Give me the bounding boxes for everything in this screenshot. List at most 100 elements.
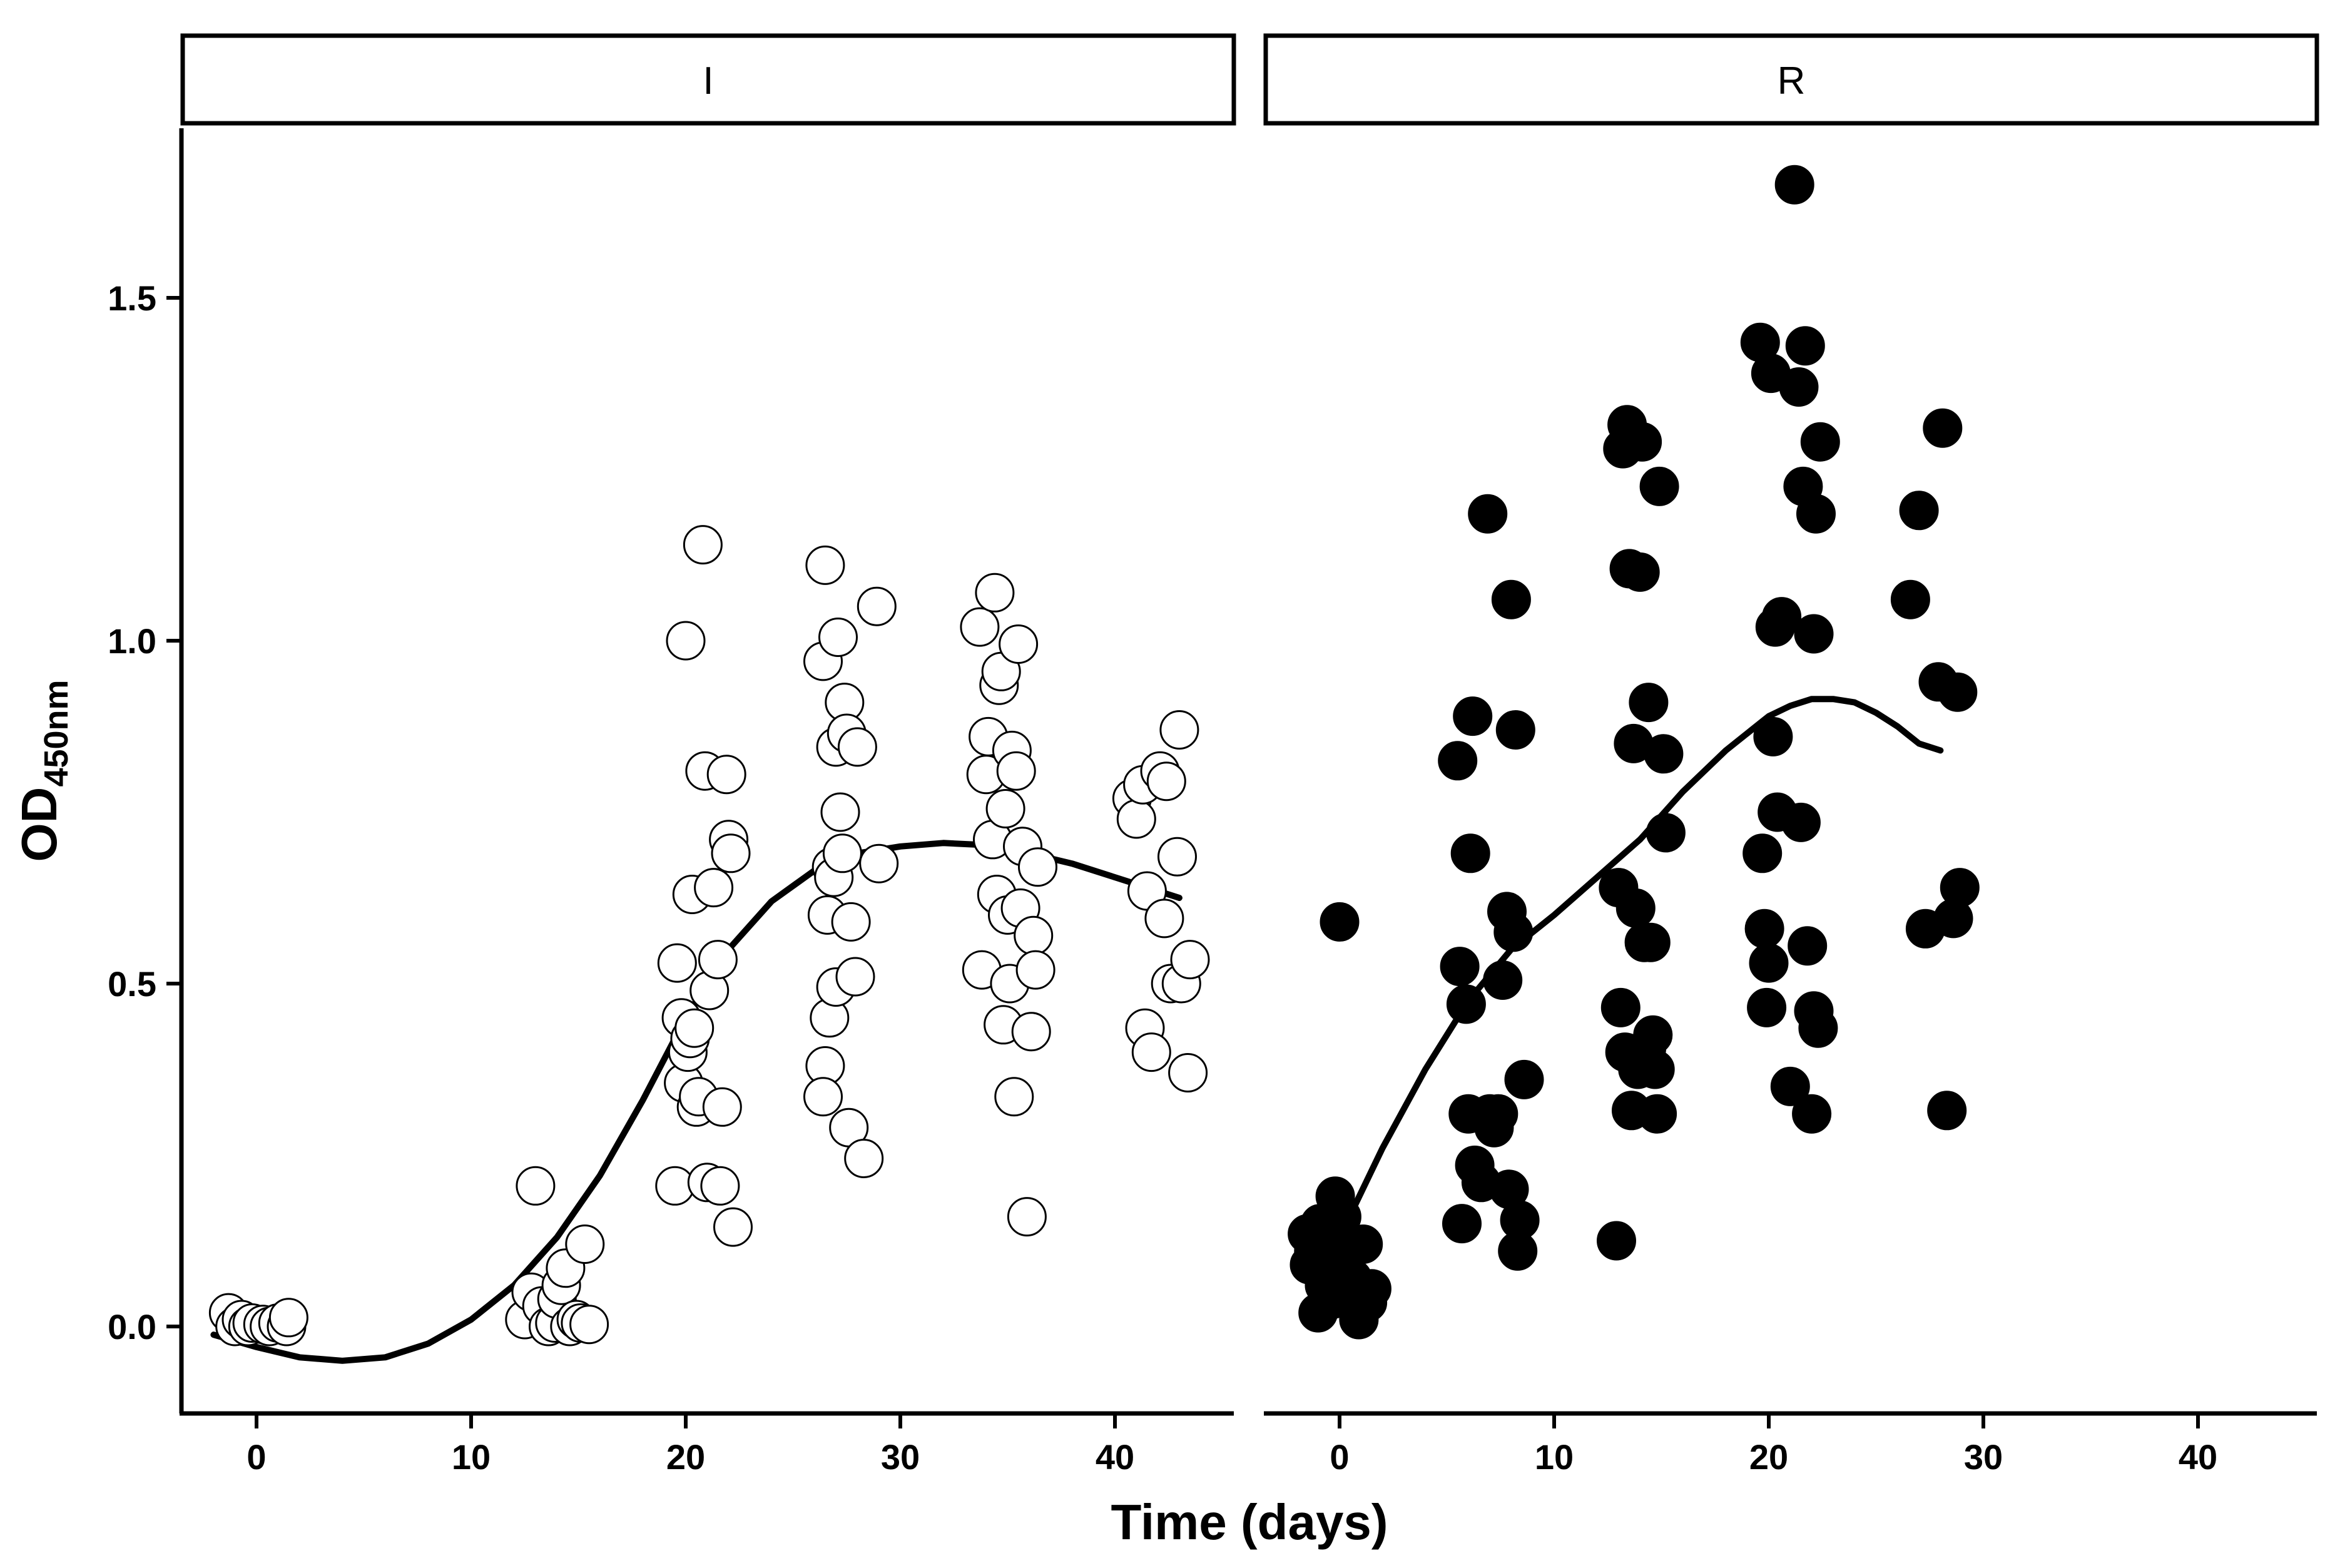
data-point-R (1629, 683, 1669, 723)
x-tick-label: 40 (2179, 1437, 2217, 1477)
data-point-R (1442, 1204, 1482, 1244)
x-ticks-I: 0 10 20 30 40 (247, 1413, 1134, 1477)
data-point-I (1011, 1012, 1051, 1052)
data-point-I (1116, 799, 1156, 839)
data-point-I (857, 586, 897, 626)
data-point-R (1468, 494, 1508, 534)
data-point-R (1489, 1169, 1529, 1209)
data-point-I (1131, 1032, 1171, 1072)
x-tick-label: 20 (1749, 1437, 1788, 1477)
strip-label-R: R (1778, 59, 1806, 103)
data-point-R (1495, 710, 1535, 750)
data-point-I (859, 843, 899, 883)
data-point-I (516, 1166, 556, 1206)
panel-I-axes (179, 128, 1234, 1416)
data-point-I (975, 573, 1015, 613)
data-point-I (1007, 1197, 1047, 1237)
y-axis-title-main: OD (11, 787, 67, 862)
data-point-I (996, 751, 1036, 791)
y-ticks: 0.0 0.5 1.0 1.5 (108, 278, 181, 1347)
data-point-I (713, 1207, 753, 1247)
x-axis-title: Time (days) (1111, 1494, 1388, 1550)
data-point-R (1753, 716, 1793, 756)
data-point-I (960, 607, 1000, 647)
data-point-R (1792, 1094, 1832, 1134)
data-point-I (818, 618, 858, 657)
data-point-R (1597, 1221, 1636, 1261)
data-point-R (1478, 1094, 1519, 1134)
x-tick-label: 30 (1964, 1437, 2003, 1477)
data-point-R (1785, 326, 1825, 366)
x-tick-label: 10 (1535, 1437, 1574, 1477)
data-point-I (683, 525, 723, 565)
data-point-R (1644, 734, 1684, 774)
strip-label-I: I (703, 59, 713, 103)
data-point-R (1890, 579, 1930, 619)
data-point-I (1146, 761, 1186, 802)
data-point-I (820, 792, 860, 832)
strip-R: R (1263, 33, 2319, 126)
data-point-R (1450, 833, 1490, 873)
x-tick-label: 40 (1096, 1437, 1134, 1477)
data-point-R (1744, 909, 1784, 949)
data-point-I (1015, 950, 1056, 990)
data-point-I (565, 1224, 605, 1264)
data-point-R (1504, 1059, 1544, 1099)
data-point-I (700, 1166, 740, 1206)
data-point-R (1747, 987, 1787, 1027)
data-point-R (1742, 833, 1783, 873)
data-point-I (835, 957, 875, 997)
data-point-R (1798, 1008, 1838, 1048)
data-point-I (837, 727, 877, 767)
data-point-I (702, 1087, 742, 1127)
data-point-R (1622, 422, 1662, 462)
y-tick-label: 0.0 (108, 1307, 156, 1347)
y-axis-title-subscript: 450nm (38, 680, 75, 787)
fit-line-R (1336, 696, 1944, 1241)
data-point-R (1343, 1224, 1383, 1264)
data-point-R (1491, 579, 1531, 619)
x-ticks-R: 0 10 20 30 40 (1330, 1413, 2217, 1477)
data-point-I (805, 545, 845, 585)
points-I (208, 525, 1210, 1347)
data-point-R (1438, 741, 1478, 781)
data-point-R (1938, 672, 1978, 712)
data-point-R (1899, 491, 1939, 531)
data-point-R (1351, 1269, 1391, 1309)
data-point-R (1600, 987, 1641, 1027)
data-point-I (706, 755, 746, 795)
data-point-R (1762, 597, 1802, 637)
points-R (1288, 165, 1980, 1340)
data-point-R (1637, 1094, 1677, 1134)
data-point-I (674, 1008, 715, 1048)
data-point-I (657, 943, 697, 983)
data-point-R (1781, 802, 1821, 842)
data-point-I (985, 789, 1025, 828)
data-point-I (994, 1077, 1034, 1117)
data-point-R (1446, 984, 1486, 1024)
data-point-R (1796, 494, 1836, 534)
data-point-I (1157, 837, 1197, 877)
data-point-I (1159, 710, 1199, 750)
data-point-R (1923, 408, 1963, 448)
data-point-R (1639, 466, 1679, 506)
x-tick-label: 10 (452, 1437, 491, 1477)
y-tick-label: 0.5 (108, 964, 156, 1004)
data-point-R (1770, 1066, 1810, 1106)
data-point-R (1630, 922, 1671, 962)
x-tick-label: 0 (247, 1437, 266, 1477)
data-point-R (1779, 367, 1819, 407)
data-point-R (1774, 165, 1814, 205)
data-point-R (1927, 1091, 1967, 1131)
data-point-R (1483, 960, 1523, 1000)
data-point-I (694, 868, 734, 908)
data-point-I (844, 1139, 884, 1178)
data-point-I (822, 833, 862, 873)
data-point-R (1940, 868, 1980, 908)
data-point-I (1014, 915, 1054, 955)
data-point-R (1440, 947, 1480, 987)
data-point-I (1170, 940, 1210, 980)
x-tick-label: 20 (666, 1437, 705, 1477)
data-point-R (1749, 943, 1789, 983)
